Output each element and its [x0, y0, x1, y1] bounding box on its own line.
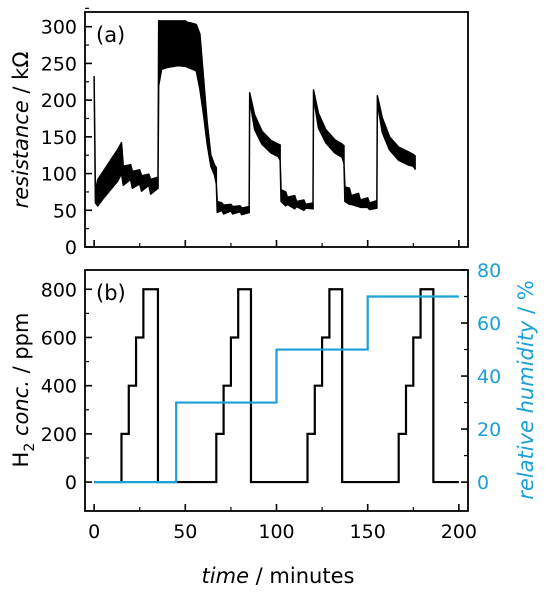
- x-axis-label: time / minutes: [202, 564, 355, 588]
- panel-a: 0 50 100 150 200 250 300 (a) resistance / kΩ: [9, 7, 469, 259]
- right-y-tick-label: 60: [477, 313, 501, 335]
- panel-b-x-ticks: 0 50 100 150 200: [88, 504, 477, 543]
- y-tick-label: 150: [41, 127, 77, 149]
- y-tick-label: 200: [41, 90, 77, 112]
- resistance-band-segment-1: [93, 75, 159, 207]
- x-tick-label: 100: [258, 521, 294, 543]
- x-tick-label: 50: [173, 521, 197, 543]
- y-tick-label: 250: [41, 53, 77, 75]
- panel-b: 0 200 400 600 800 0 20 40 60 80 0 50 100 150 200 (b)…: [9, 260, 538, 588]
- panel-b-right-y-ticks: 0 20 40 60 80: [461, 260, 501, 494]
- panel-a-y-axis-label: resistance / kΩ: [9, 52, 33, 209]
- right-y-tick-label: 0: [477, 472, 489, 494]
- right-y-tick-label: 20: [477, 419, 501, 441]
- left-y-tick-label: 0: [65, 472, 77, 494]
- panel-b-data: [94, 288, 459, 484]
- left-y-tick-label: 400: [41, 376, 77, 398]
- right-y-tick-label: 80: [477, 260, 501, 282]
- left-y-tick-label: 200: [41, 424, 77, 446]
- left-y-tick-label: 600: [41, 327, 77, 349]
- right-y-tick-label: 40: [477, 366, 501, 388]
- panel-b-right-y-axis-label: relative humidity / %: [514, 280, 538, 499]
- resistance-band-segment-8: [376, 94, 416, 209]
- resistance-band-segment-6: [312, 89, 345, 210]
- y-tick-label: 0: [65, 237, 77, 259]
- y-tick-label: 100: [41, 164, 77, 186]
- resistance-band-segment-2: [157, 20, 218, 189]
- panel-b-label: (b): [96, 281, 126, 305]
- y-tick-label: 50: [53, 200, 77, 222]
- resistance-band-segment-7: [343, 162, 378, 211]
- panel-b-left-y-axis-label: H2 conc. / ppm: [9, 313, 38, 468]
- panel-a-label: (a): [96, 23, 125, 47]
- panel-a-frame: [84, 11, 469, 248]
- resistance-band-segment-3: [215, 183, 250, 216]
- x-tick-label: 0: [88, 521, 100, 543]
- panel-b-left-y-ticks: 0 200 400 600 800: [41, 279, 92, 494]
- resistance-band-segment-5: [279, 159, 314, 212]
- panel-a-x-ticks: [93, 240, 460, 247]
- x-tick-label: 200: [441, 521, 477, 543]
- panel-a-y-ticks: 0 50 100 150 200 250 300: [41, 7, 92, 259]
- humidity-line: [94, 295, 459, 484]
- panel-a-data: [93, 20, 416, 216]
- y-tick-label: 300: [41, 17, 77, 39]
- left-y-tick-label: 800: [41, 279, 77, 301]
- h2-concentration-line: [94, 288, 459, 484]
- x-tick-label: 150: [350, 521, 386, 543]
- resistance-band-segment-4: [248, 92, 281, 214]
